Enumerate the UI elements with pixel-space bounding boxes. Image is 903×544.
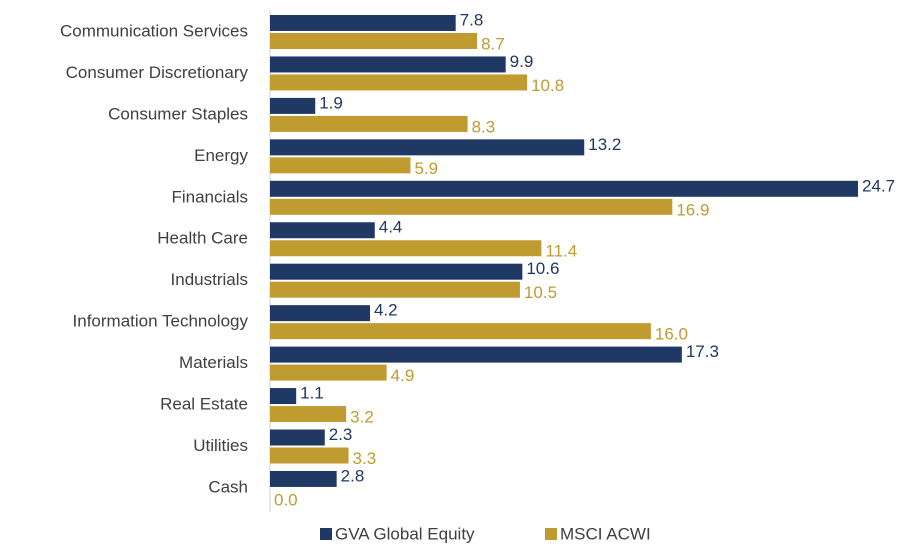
category-label: Utilities	[193, 436, 248, 455]
bar	[270, 388, 297, 405]
value-label: 13.2	[588, 135, 621, 154]
value-label: 8.3	[472, 117, 496, 136]
bar	[270, 281, 520, 298]
value-label: 10.6	[526, 259, 559, 278]
bar	[270, 263, 523, 280]
category-label: Energy	[194, 146, 248, 165]
value-label: 3.3	[353, 449, 377, 468]
category-label: Health Care	[157, 229, 248, 248]
bar	[270, 346, 682, 363]
bar	[270, 139, 585, 156]
value-label: 11.4	[545, 242, 577, 261]
value-label: 16.0	[655, 325, 688, 344]
category-label: Real Estate	[160, 395, 248, 414]
bar	[270, 240, 542, 257]
bar	[270, 429, 325, 446]
value-label: 10.8	[531, 76, 564, 95]
value-label: 3.2	[350, 408, 374, 427]
bar	[270, 97, 316, 114]
value-label: 16.9	[676, 200, 709, 219]
value-label: 2.8	[341, 466, 365, 485]
category-label: Cash	[208, 477, 248, 496]
value-label: 4.9	[391, 366, 415, 385]
bar	[270, 56, 506, 73]
bar	[270, 305, 370, 322]
bar	[270, 470, 337, 487]
legend-label: GVA Global Equity	[335, 524, 475, 543]
bar	[270, 323, 651, 340]
value-label: 2.3	[329, 425, 353, 444]
bar	[270, 198, 673, 215]
value-label: 4.4	[379, 218, 403, 237]
category-label: Financials	[171, 187, 248, 206]
bar	[270, 157, 411, 174]
bar	[270, 180, 858, 197]
value-label: 8.7	[481, 34, 505, 53]
value-label: 10.5	[524, 283, 557, 302]
value-label: 5.9	[414, 159, 438, 178]
category-label: Materials	[179, 353, 248, 372]
category-label: Consumer Staples	[108, 104, 248, 123]
category-label: Information Technology	[73, 312, 249, 331]
bar	[270, 222, 375, 239]
bar	[270, 364, 387, 381]
value-label: 9.9	[510, 52, 534, 71]
bar	[270, 33, 478, 49]
value-label: 1.1	[300, 384, 324, 403]
bar	[270, 115, 468, 132]
bar	[270, 406, 347, 423]
value-label: 7.8	[460, 10, 484, 29]
value-label: 1.9	[319, 93, 343, 112]
legend-swatch	[545, 528, 557, 540]
legend-swatch	[320, 528, 332, 540]
category-label: Consumer Discretionary	[66, 63, 249, 82]
bar	[270, 74, 528, 91]
category-label: Industrials	[171, 270, 248, 289]
category-label: Communication Services	[60, 21, 248, 40]
value-label: 4.2	[374, 301, 398, 320]
bar	[270, 447, 349, 464]
value-label: 0.0	[274, 490, 298, 509]
value-label: 17.3	[686, 342, 719, 361]
bar	[270, 15, 456, 31]
value-label: 24.7	[862, 176, 895, 195]
legend-label: MSCI ACWI	[560, 524, 651, 543]
